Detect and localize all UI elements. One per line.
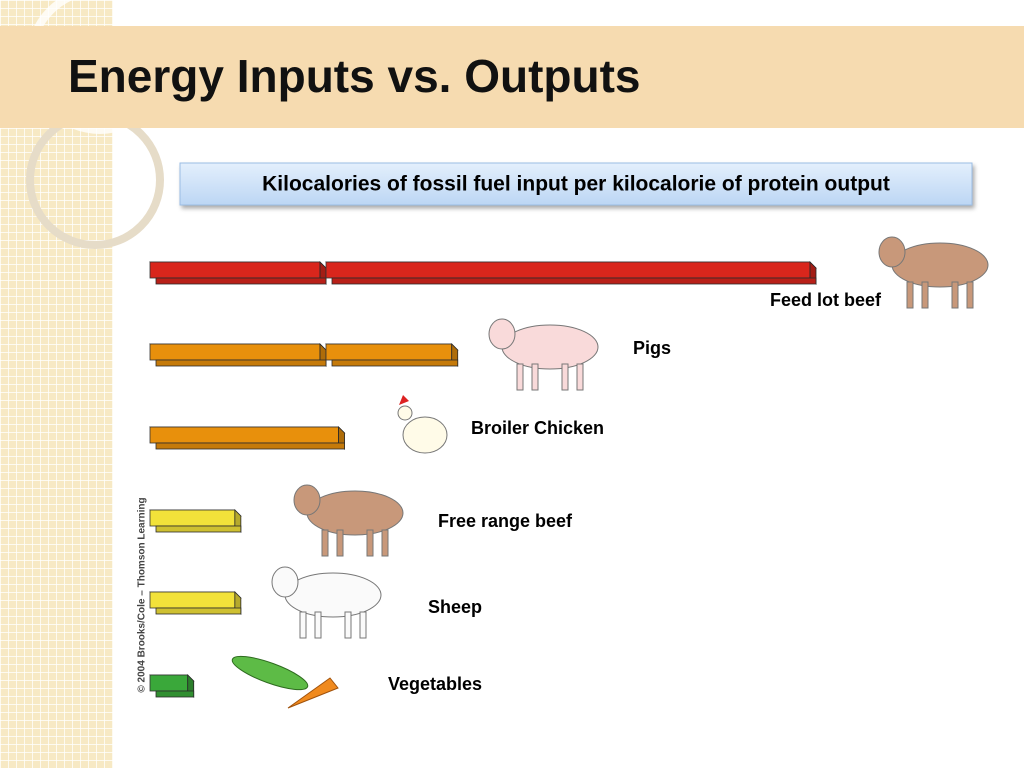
carrot [287, 677, 339, 709]
leg [366, 529, 374, 557]
leg [951, 281, 959, 309]
bar-face [149, 261, 321, 279]
body [402, 416, 448, 454]
bar-bottom [155, 359, 327, 367]
pea-pod [231, 655, 309, 691]
leg [516, 363, 524, 391]
bar [149, 591, 242, 615]
category-label: Pigs [633, 338, 671, 358]
head [397, 405, 413, 421]
bar [149, 261, 817, 285]
leg [561, 363, 569, 391]
bar-face [149, 509, 236, 527]
leg [359, 611, 367, 639]
body [306, 490, 404, 536]
leg [321, 529, 329, 557]
comb [399, 395, 409, 405]
leg [299, 611, 307, 639]
leg [381, 529, 389, 557]
leg [906, 281, 914, 309]
category-label: Vegetables [388, 674, 482, 694]
bar-face [149, 426, 339, 444]
illustration [231, 655, 339, 709]
chart-title: Kilocalories of fossil fuel input per ki… [262, 173, 890, 196]
leg [966, 281, 974, 309]
head [488, 318, 516, 350]
illustration [488, 318, 599, 391]
category-label: Feed lot beef [770, 290, 882, 310]
leg [531, 363, 539, 391]
slide-title: Energy Inputs vs. Outputs [68, 50, 641, 102]
bar-bottom [155, 607, 242, 615]
bar-bottom [331, 277, 817, 285]
category-label: Free range beef [438, 511, 573, 531]
illustration [293, 484, 404, 557]
head [271, 566, 299, 598]
bar [149, 426, 346, 450]
head [293, 484, 321, 516]
bar-face [325, 261, 811, 279]
bar-bottom [155, 525, 242, 533]
credit: © 2004 Brooks/Cole – Thomson Learning [137, 497, 148, 692]
subtitle-box [179, 162, 973, 206]
leg [576, 363, 584, 391]
category-label: Sheep [428, 597, 482, 617]
body [501, 324, 599, 370]
bar-bottom [155, 690, 195, 698]
leg [344, 611, 352, 639]
leg [921, 281, 929, 309]
leg [336, 529, 344, 557]
body [284, 572, 382, 618]
bar [149, 509, 242, 533]
bar [149, 674, 195, 698]
illustration [878, 236, 989, 309]
bar-face [325, 343, 453, 361]
bar-face [149, 591, 236, 609]
bar-face [149, 343, 321, 361]
bar-face [149, 674, 189, 692]
bar [149, 343, 459, 367]
illustration [271, 566, 382, 639]
leg [314, 611, 322, 639]
head [878, 236, 906, 268]
bar-bottom [331, 359, 459, 367]
bar-bottom [155, 442, 345, 450]
category-label: Broiler Chicken [471, 418, 604, 438]
body [891, 242, 989, 288]
header-band [0, 26, 1024, 128]
bar-bottom [155, 277, 327, 285]
illustration [397, 395, 448, 454]
